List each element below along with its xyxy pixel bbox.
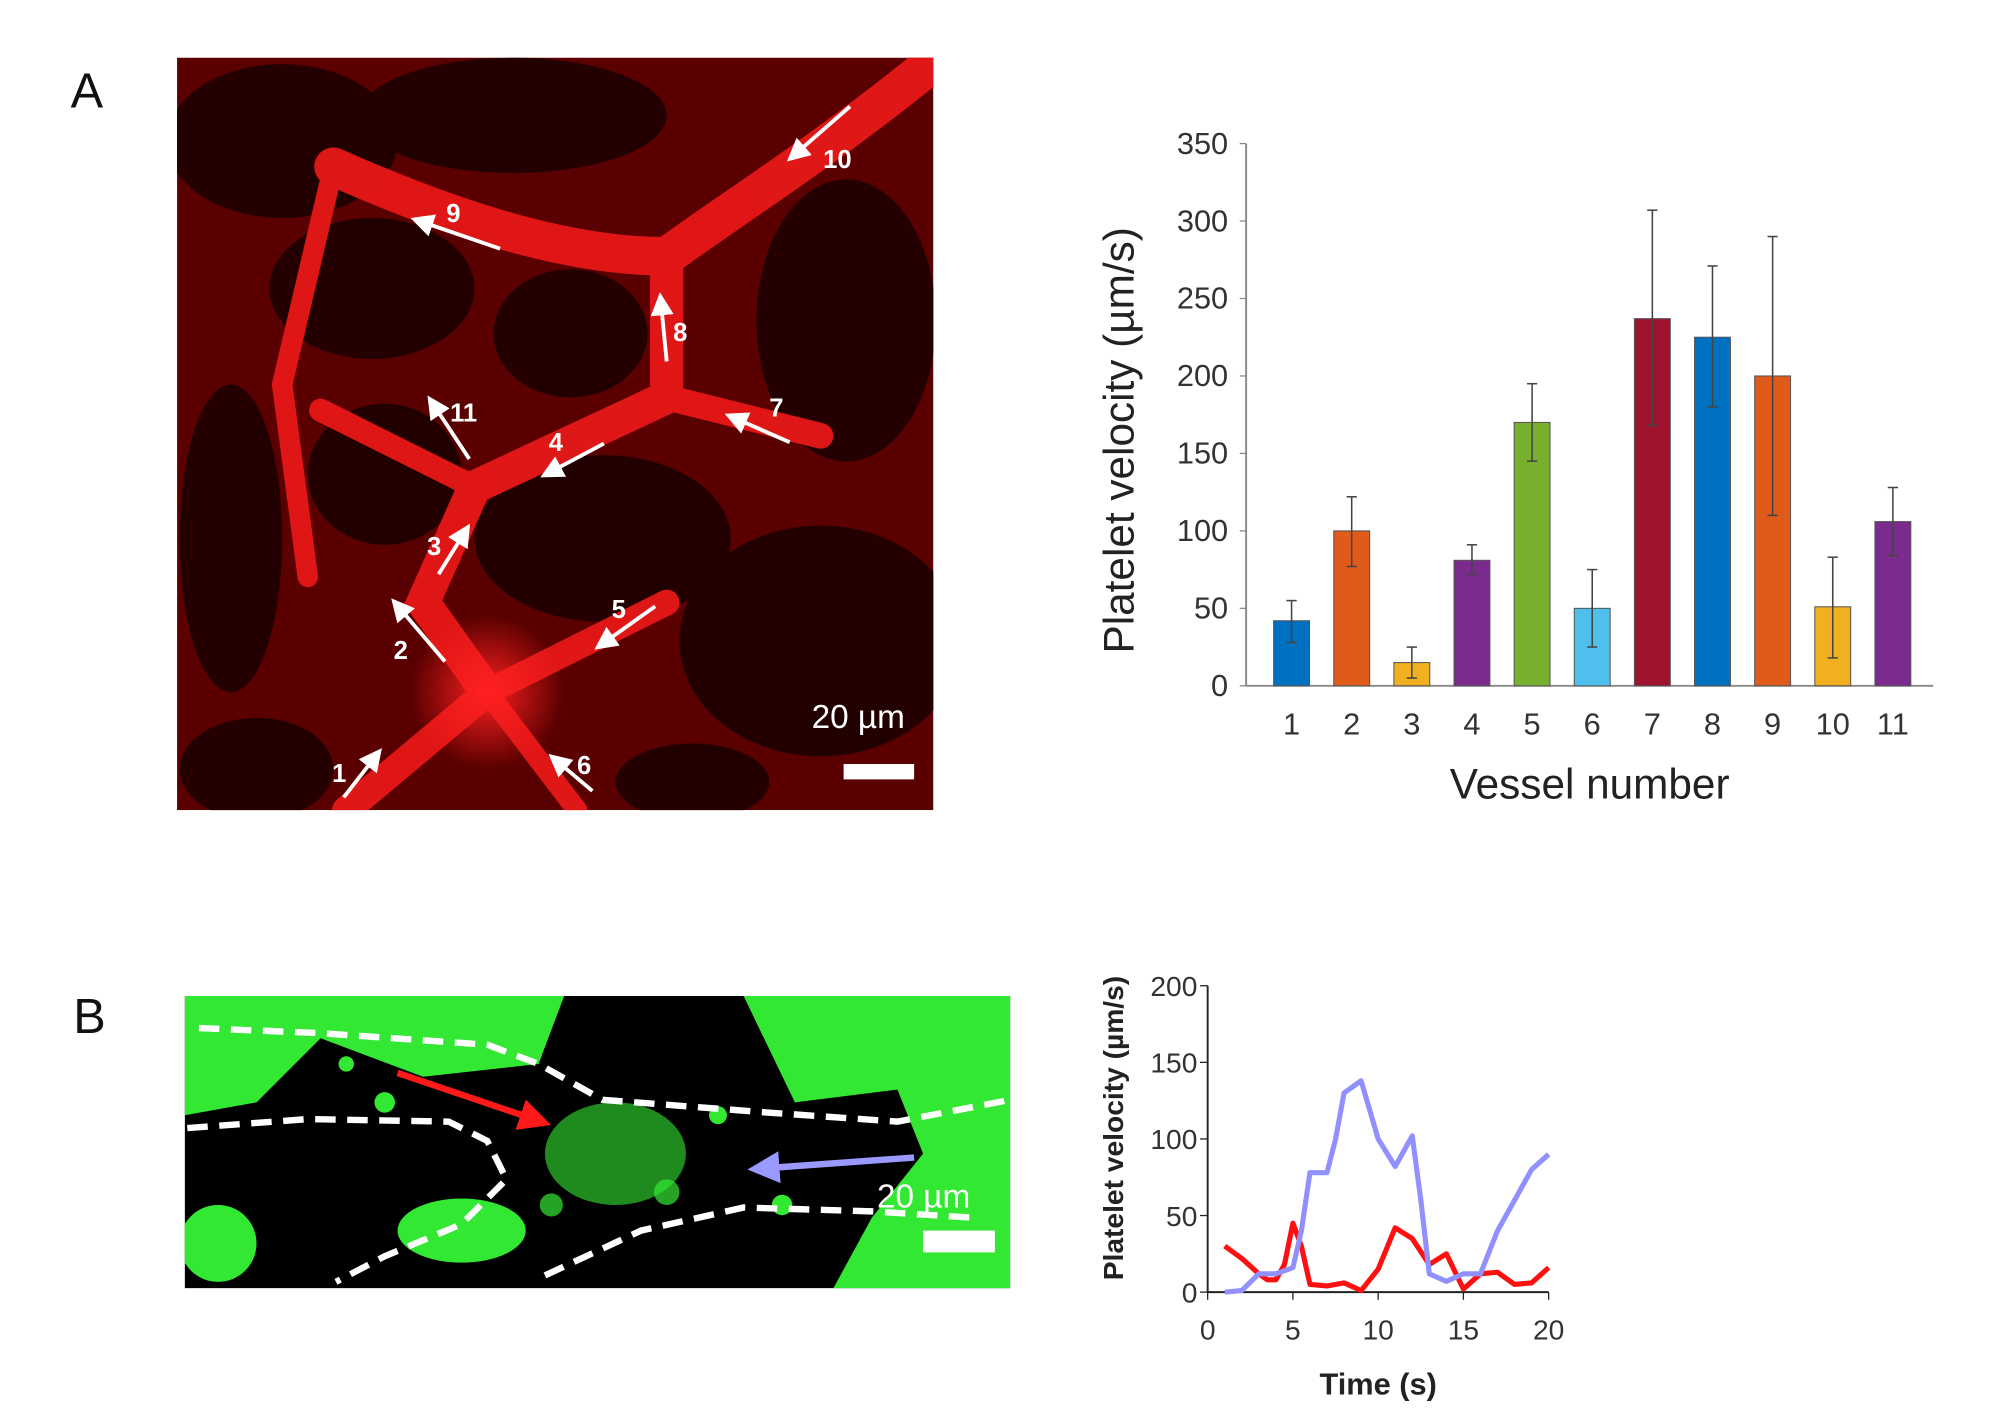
x-tick-label: 3 bbox=[1403, 707, 1420, 742]
y-tick-label: 50 bbox=[1194, 591, 1228, 626]
flow-arrows bbox=[342, 104, 852, 799]
x-tick-label: 6 bbox=[1584, 707, 1601, 742]
x-tick-label: 2 bbox=[1343, 707, 1360, 742]
y-tick-label: 100 bbox=[1177, 513, 1228, 548]
panel-label-a: A bbox=[71, 65, 104, 119]
y-tick-label: 300 bbox=[1177, 203, 1228, 238]
x-tick-label: 20 bbox=[1533, 1314, 1564, 1346]
x-tick-label: 5 bbox=[1524, 707, 1541, 742]
micrograph-b: 20 µm bbox=[184, 996, 1011, 1289]
y-tick-label: 350 bbox=[1177, 126, 1228, 161]
arrow-label-4: 4 bbox=[549, 429, 564, 457]
series-line-2 bbox=[1224, 1078, 1551, 1295]
arrow-label-7: 7 bbox=[769, 395, 783, 423]
bar-chart: 0 50 100 150 200 250 300 350 1 2 3 4 5 6 7 8 9 10 11 Vessel… bbox=[1095, 126, 1934, 808]
bar-5 bbox=[1513, 421, 1551, 687]
y-tick-label: 200 bbox=[1177, 358, 1228, 393]
arrow-label-3: 3 bbox=[427, 533, 441, 561]
x-axis-label: Vessel number bbox=[1450, 761, 1730, 808]
x-axis-label: Time (s) bbox=[1319, 1367, 1436, 1402]
scale-bar-a bbox=[843, 763, 915, 780]
y-axis-label: Platelet velocity (µm/s) bbox=[1095, 227, 1142, 653]
y-axis-label: Platelet velocity (µm/s) bbox=[1097, 976, 1129, 1281]
arrow-label-11: 11 bbox=[450, 400, 477, 428]
y-tick-label: 0 bbox=[1211, 668, 1228, 703]
arrow-label-8: 8 bbox=[673, 319, 687, 347]
x-tick-label: 7 bbox=[1644, 707, 1661, 742]
arrow-label-10: 10 bbox=[823, 146, 852, 174]
y-tick-label: 150 bbox=[1177, 436, 1228, 471]
line-chart: 0 50 100 150 200 0 5 10 15 20 Time (s) Platelet vel… bbox=[1097, 970, 1564, 1402]
panel-label-b: B bbox=[73, 990, 106, 1044]
arrow-label-6: 6 bbox=[577, 752, 591, 780]
x-tick-label: 10 bbox=[1816, 707, 1850, 742]
scale-bar-b bbox=[923, 1230, 995, 1253]
x-tick-label: 9 bbox=[1764, 707, 1781, 742]
micrograph-a: 1 2 3 4 5 6 7 8 9 10 11 20 µm bbox=[177, 57, 934, 811]
y-tick-label: 50 bbox=[1166, 1200, 1197, 1232]
x-tick-label: 0 bbox=[1200, 1314, 1216, 1346]
bar-4 bbox=[1453, 559, 1491, 687]
x-tick-label: 1 bbox=[1283, 707, 1300, 742]
scale-label-a: 20 µm bbox=[812, 699, 905, 736]
y-tick-label: 0 bbox=[1182, 1276, 1198, 1308]
x-tick-label: 4 bbox=[1463, 707, 1480, 742]
arrow-label-1: 1 bbox=[332, 760, 346, 788]
y-tick-label: 200 bbox=[1150, 970, 1197, 1002]
x-tick-label: 11 bbox=[1877, 707, 1909, 742]
scale-label-b: 20 µm bbox=[877, 1179, 970, 1216]
arrow-label-5: 5 bbox=[612, 596, 626, 624]
arrow-label-2: 2 bbox=[394, 637, 408, 665]
y-tick-label: 250 bbox=[1177, 281, 1228, 316]
x-tick-label: 15 bbox=[1448, 1314, 1479, 1346]
x-tick-label: 10 bbox=[1362, 1314, 1393, 1346]
x-tick-label: 8 bbox=[1704, 707, 1721, 742]
y-tick-label: 150 bbox=[1150, 1047, 1197, 1079]
y-tick-label: 100 bbox=[1150, 1123, 1197, 1155]
x-tick-label: 5 bbox=[1285, 1314, 1301, 1346]
arrow-label-9: 9 bbox=[446, 200, 460, 228]
series-line-1 bbox=[1223, 1220, 1551, 1294]
